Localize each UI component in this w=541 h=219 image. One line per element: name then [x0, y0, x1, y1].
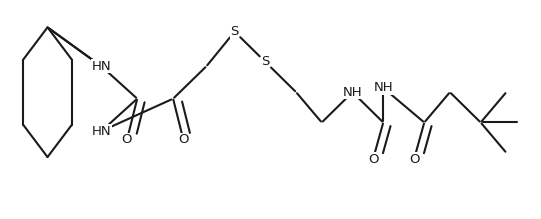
Text: O: O — [122, 133, 132, 146]
Text: S: S — [230, 25, 239, 38]
Text: HN: HN — [91, 125, 111, 138]
Text: O: O — [368, 153, 378, 166]
Text: NH: NH — [373, 81, 393, 94]
Text: NH: NH — [342, 86, 362, 99]
Text: O: O — [409, 153, 419, 166]
Text: HN: HN — [91, 60, 111, 73]
Text: S: S — [261, 55, 269, 68]
Text: O: O — [178, 133, 189, 146]
